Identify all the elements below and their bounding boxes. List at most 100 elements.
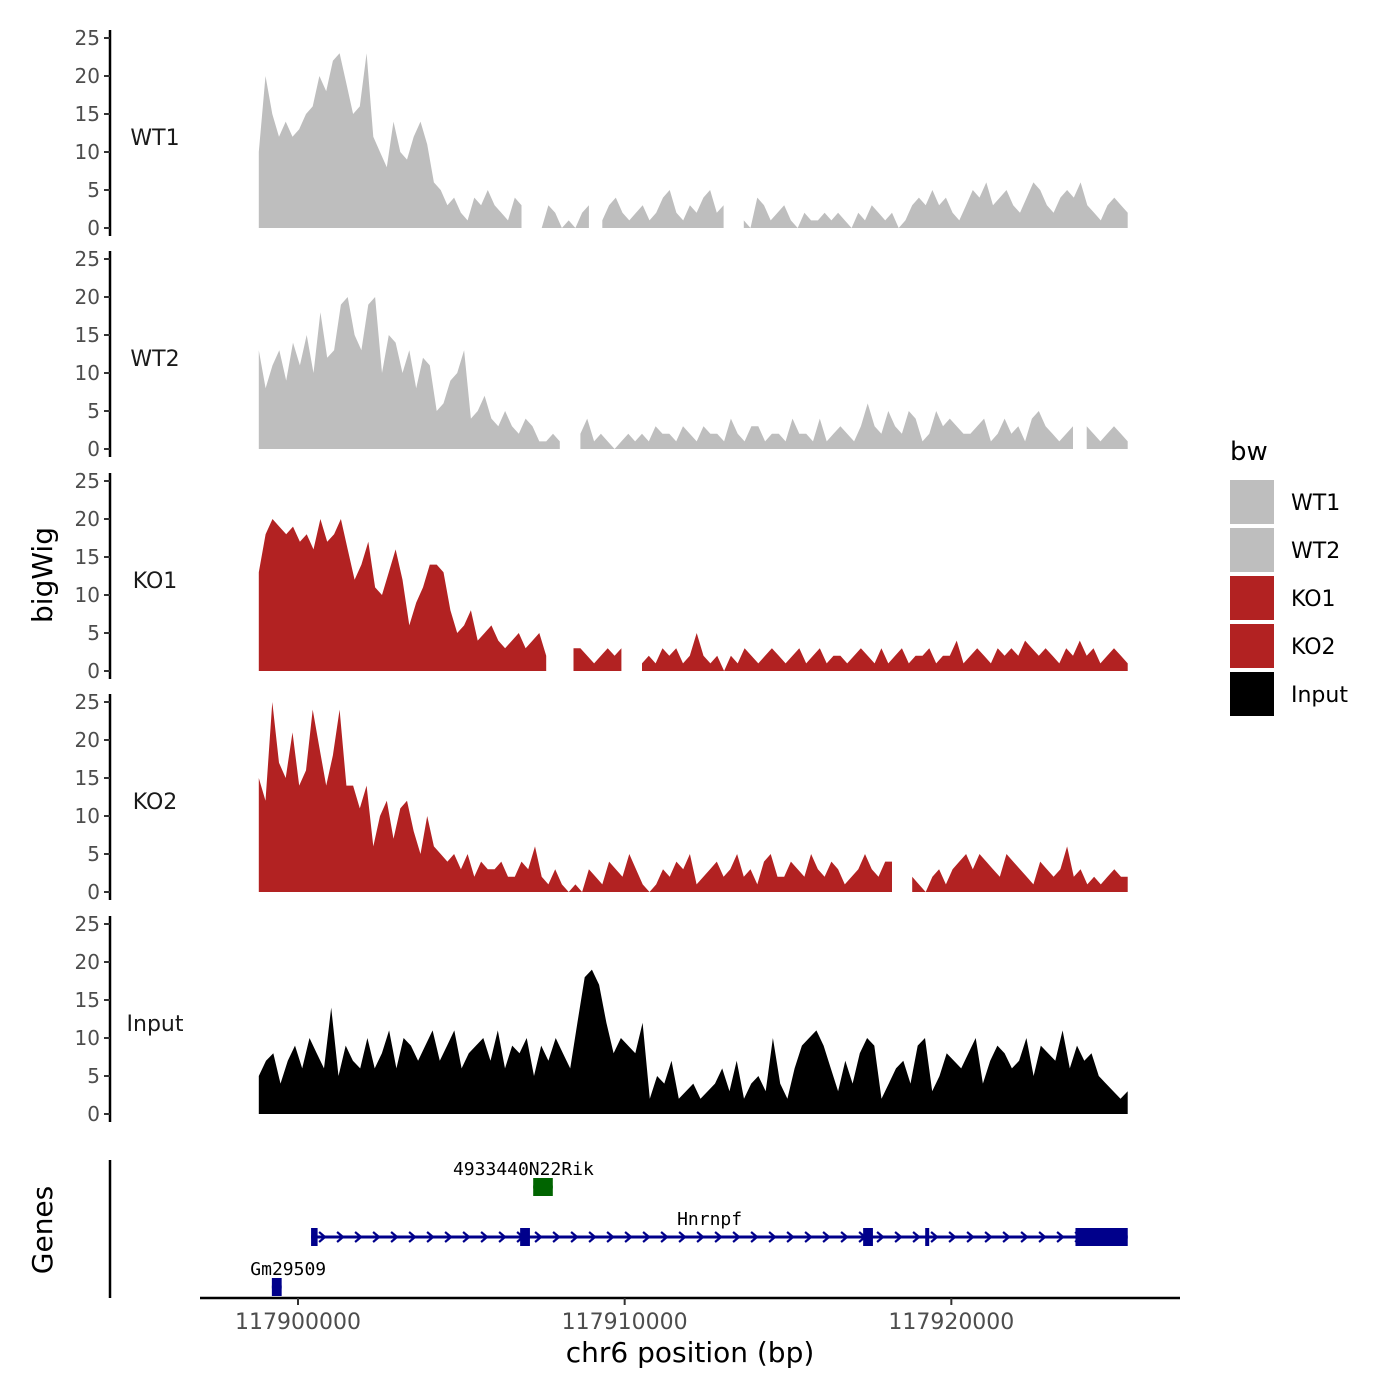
track-label-wt1: WT1 — [130, 126, 179, 151]
strand-arrow — [750, 1231, 759, 1243]
coverage-area-wt2 — [258, 297, 1128, 449]
legend-label: Input — [1291, 683, 1348, 708]
strand-arrow — [1056, 1231, 1065, 1243]
y-tick-label: 25 — [75, 690, 100, 714]
y-tick-label: 10 — [75, 361, 100, 385]
strand-arrow — [498, 1231, 507, 1243]
track-ko2: 0 5 10 15 20 25 KO2 — [75, 690, 1128, 904]
exon-block — [520, 1228, 530, 1246]
y-tick-label: 0 — [87, 880, 100, 904]
y-tick-label: 25 — [75, 469, 100, 493]
y-tick-label: 20 — [75, 64, 100, 88]
y-tick-label: 10 — [75, 804, 100, 828]
legend-swatch — [1230, 624, 1274, 668]
strand-arrow — [660, 1231, 669, 1243]
strand-arrow — [930, 1231, 939, 1243]
coverage-area-wt1 — [258, 53, 1128, 229]
legend-label: KO1 — [1291, 587, 1336, 612]
legend-swatch — [1230, 576, 1274, 620]
strand-arrow — [606, 1231, 615, 1243]
y-tick-label: 20 — [75, 507, 100, 531]
strand-arrow — [912, 1231, 921, 1243]
y-tick-label: 15 — [75, 988, 100, 1012]
strand-arrow — [732, 1231, 741, 1243]
strand-arrow — [462, 1231, 471, 1243]
strand-arrow — [480, 1231, 489, 1243]
gene-hnrnpf: Hnrnpf — [311, 1209, 1128, 1246]
legend-title: bw — [1230, 437, 1268, 467]
legend-entry-wt1: WT1 — [1230, 480, 1340, 524]
y-tick-label: 20 — [75, 285, 100, 309]
strand-arrow — [858, 1231, 867, 1243]
strand-arrow — [804, 1231, 813, 1243]
y-axis-title: bigWig — [26, 527, 59, 623]
strand-arrow — [1002, 1231, 1011, 1243]
strand-arrow — [426, 1231, 435, 1243]
strand-arrow — [840, 1231, 849, 1243]
strand-arrow — [534, 1231, 543, 1243]
track-wt2: 0 5 10 15 20 25 WT2 — [75, 247, 1128, 461]
genes-panel: 4933440N22Rik Hnrnpf Gm29509 — [108, 1159, 1128, 1298]
y-tick-label: 0 — [87, 659, 100, 683]
x-axis-title: chr6 position (bp) — [566, 1336, 815, 1369]
legend-entry-ko2: KO2 — [1230, 624, 1336, 668]
strand-arrow — [444, 1231, 453, 1243]
strand-arrow — [1038, 1231, 1047, 1243]
strand-arrow — [966, 1231, 975, 1243]
x-axis: 117900000 117910000 117920000 — [200, 1296, 1180, 1335]
strand-arrow — [642, 1231, 651, 1243]
y-tick-label: 10 — [75, 140, 100, 164]
strand-arrow — [1110, 1231, 1119, 1243]
x-tick-label: 117900000 — [235, 1310, 361, 1335]
coverage-area-input — [258, 969, 1128, 1114]
strand-arrow — [516, 1231, 525, 1243]
strand-arrow — [1074, 1231, 1083, 1243]
track-label-ko1: KO1 — [133, 569, 178, 594]
strand-arrow — [588, 1231, 597, 1243]
strand-arrow — [1020, 1231, 1029, 1243]
strand-arrow — [948, 1231, 957, 1243]
gene-gm29509: Gm29509 — [250, 1259, 326, 1296]
y-tick-label: 25 — [75, 247, 100, 271]
track-wt1: 0 5 10 15 20 25 WT1 — [75, 26, 1128, 240]
coverage-area-ko1 — [258, 519, 1128, 671]
x-tick-label: 117910000 — [562, 1310, 688, 1335]
strand-arrow — [768, 1231, 777, 1243]
strand-arrow — [984, 1231, 993, 1243]
y-tick-label: 15 — [75, 102, 100, 126]
track-label-input: Input — [127, 1012, 184, 1037]
track-ko1: 0 5 10 15 20 25 KO1 — [75, 469, 1128, 683]
exon-block — [311, 1228, 318, 1246]
legend: WT1 WT2 KO1 KO2 Input — [1230, 480, 1348, 716]
legend-label: KO2 — [1291, 635, 1336, 660]
strand-arrow — [894, 1231, 903, 1243]
y-tick-label: 0 — [87, 1102, 100, 1126]
legend-entry-input: Input — [1230, 672, 1348, 716]
strand-arrow — [876, 1231, 885, 1243]
coverage-area-ko2 — [258, 702, 1128, 892]
y-tick-label: 0 — [87, 437, 100, 461]
y-tick-label: 10 — [75, 583, 100, 607]
y-tick-label: 10 — [75, 1026, 100, 1050]
y-tick-label: 25 — [75, 912, 100, 936]
exon-block — [863, 1228, 873, 1246]
strand-arrow — [624, 1231, 633, 1243]
y-tick-label: 5 — [87, 621, 100, 645]
y-tick-label: 15 — [75, 766, 100, 790]
strand-arrow — [1092, 1231, 1101, 1243]
y-tick-label: 0 — [87, 216, 100, 240]
y-tick-label: 5 — [87, 399, 100, 423]
exon-block — [533, 1178, 553, 1196]
y-tick-label: 15 — [75, 545, 100, 569]
track-label-wt2: WT2 — [130, 347, 179, 372]
legend-swatch — [1230, 480, 1274, 524]
y-tick-label: 20 — [75, 950, 100, 974]
strand-arrow — [786, 1231, 795, 1243]
strand-arrow — [336, 1231, 345, 1243]
legend-label: WT2 — [1291, 539, 1340, 564]
gene-label: Hnrnpf — [677, 1209, 742, 1230]
strand-arrow — [354, 1231, 363, 1243]
exon-block — [925, 1228, 930, 1246]
strand-arrow — [318, 1231, 327, 1243]
